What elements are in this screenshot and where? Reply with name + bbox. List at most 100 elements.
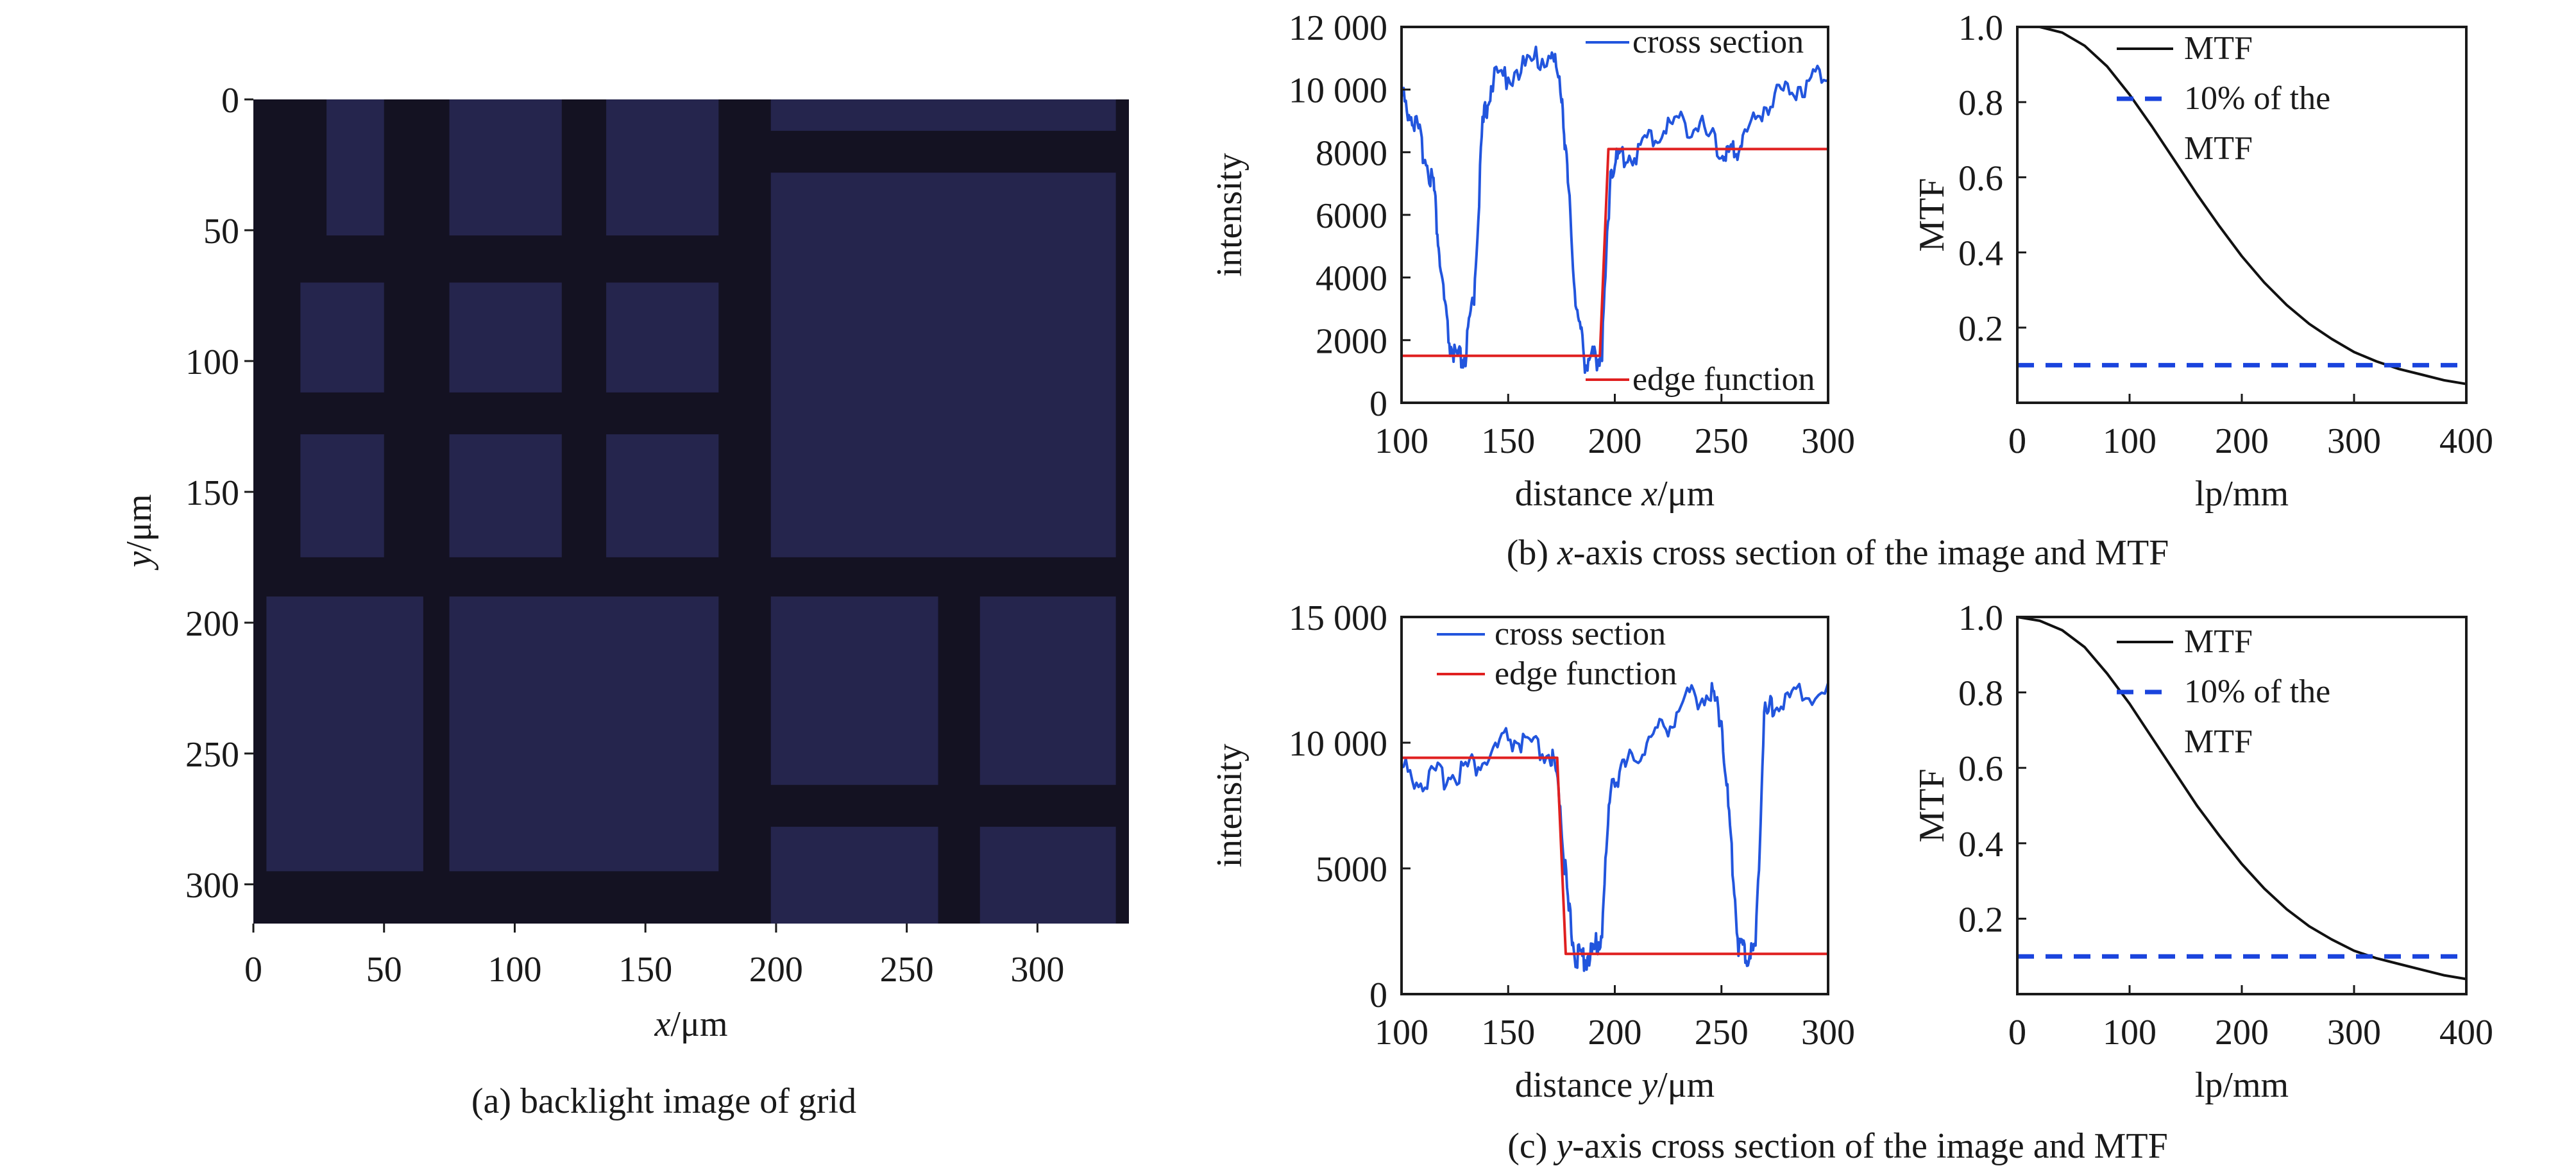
y-tick-label: 0.6 — [1958, 158, 2003, 198]
y-tick-label: 5000 — [1316, 850, 1387, 890]
x-axis-label: distance y/μm — [1515, 1065, 1715, 1105]
y-tick-label: 10 000 — [1289, 71, 1387, 111]
x-tick-label: 100 — [2103, 421, 2157, 461]
grid-cell — [266, 596, 423, 872]
x-tick-label: 400 — [2439, 1013, 2493, 1052]
y-axis-label: MTF — [1912, 178, 1952, 251]
x-tick-label: 200 — [1588, 1013, 1642, 1052]
x-axis-label-prefix: distance — [1515, 474, 1641, 514]
y-tick-label: 50 — [203, 212, 239, 251]
grid-cell — [979, 596, 1116, 785]
y-tick-label: 10 000 — [1289, 724, 1387, 764]
x-tick-label: 300 — [1801, 1013, 1855, 1052]
grid-cell — [326, 99, 384, 236]
y-axis-label-var: y — [119, 552, 159, 571]
series-cross-section-line — [1400, 682, 1829, 972]
grid-cell — [770, 596, 938, 785]
x-axis-label: distance x/μm — [1515, 474, 1715, 514]
series-edge-function-line — [1402, 756, 1828, 956]
panel-c-mtf-chart: 0 100 200 300 4000.20.40.60.81.00lp/mmMTFMTF… — [1912, 598, 2493, 1105]
legend-label: edge function — [1495, 655, 1677, 692]
x-axis-label-unit: /μm — [1657, 474, 1715, 514]
y-tick-label: 0.2 — [1958, 900, 2003, 940]
x-tick-label: 200 — [749, 950, 803, 990]
y-axis-label-unit: /μm — [119, 494, 159, 552]
y-tick-label: 0.8 — [1958, 83, 2003, 123]
x-tick-label: 300 — [2327, 1013, 2381, 1052]
x-axis-label-var: x — [654, 1004, 671, 1044]
x-tick-label: 100 — [1375, 421, 1428, 461]
x-tick-label: 100 — [487, 950, 541, 990]
y-tick-label: 8000 — [1316, 133, 1387, 173]
y-tick-label: 12 000 — [1289, 8, 1387, 48]
x-tick-label: 0 — [2008, 1013, 2026, 1052]
x-tick-label: 400 — [2439, 421, 2493, 461]
grid-cell — [770, 173, 1116, 557]
x-tick-label: 250 — [1695, 421, 1749, 461]
x-tick-label: 50 — [366, 950, 402, 990]
y-axis-label: y/μm — [119, 494, 159, 571]
y-tick-label: 1.0 — [1958, 8, 2003, 48]
grid-cell — [449, 434, 562, 557]
x-axis-label-unit: /μm — [1657, 1065, 1715, 1105]
grid-cell — [606, 282, 719, 393]
grid-cell — [300, 282, 384, 393]
caption-c: (c) y-axis cross section of the image an… — [1507, 1126, 2167, 1166]
y-axis-label: MTF — [1912, 768, 1952, 842]
legend-label: MTF — [2184, 623, 2253, 660]
x-tick-label: 150 — [618, 950, 672, 990]
grid-cell — [606, 99, 719, 236]
y-tick-label: 0.8 — [1958, 674, 2003, 714]
series-mtf-line — [2017, 616, 2467, 981]
y-tick-label: 100 — [185, 342, 239, 382]
panel-b-cross-section-chart: 100 150 200 250 300 0 2000 4000 6000 8000 10 000 12… — [1210, 8, 1855, 514]
y-tick-label: 0 — [1369, 976, 1387, 1015]
caption-a: (a) backlight image of grid — [471, 1081, 856, 1121]
grid-cell — [449, 99, 562, 236]
y-tick-label: 0.6 — [1958, 749, 2003, 789]
grid-cell — [606, 434, 719, 557]
legend-label: MTF — [2184, 30, 2253, 67]
y-tick-label: 150 — [185, 473, 239, 513]
x-tick-label: 0 — [244, 950, 262, 990]
grid-cell — [449, 596, 719, 872]
x-axis-label-var: y — [1638, 1065, 1657, 1105]
series-edge-function-line — [1402, 148, 1828, 357]
legend-label: cross section — [1495, 616, 1666, 652]
legend-label: edge function — [1632, 361, 1815, 398]
panel-a-backlight-image: 0 50 100 150 200 250 300 0 50 100 150 200 250 300 x/μm… — [119, 81, 1129, 1044]
x-tick-label: 0 — [2008, 421, 2026, 461]
y-tick-label: 250 — [185, 735, 239, 775]
grid-cell — [979, 827, 1116, 924]
y-tick-label: 15 000 — [1289, 598, 1387, 638]
x-axis-label: lp/mm — [2195, 474, 2289, 514]
y-tick-label: 0 — [221, 81, 239, 121]
grid-cell — [449, 282, 562, 393]
x-axis-label: lp/mm — [2195, 1065, 2289, 1105]
y-tick-label: 2000 — [1316, 321, 1387, 361]
x-tick-label: 200 — [2215, 421, 2269, 461]
x-tick-label: 250 — [880, 950, 934, 990]
x-tick-label: 300 — [1801, 421, 1855, 461]
y-tick-label: 0 — [1369, 384, 1387, 424]
x-tick-label: 200 — [1588, 421, 1642, 461]
legend-label: cross section — [1632, 24, 1804, 60]
x-tick-label: 150 — [1481, 421, 1535, 461]
x-tick-label: 0 — [2008, 1013, 2026, 1052]
x-tick-label: 250 — [1695, 1013, 1749, 1052]
x-tick-label: 100 — [2103, 1013, 2157, 1052]
grid-cell — [770, 99, 1116, 131]
x-axis-label: x/μm — [654, 1004, 728, 1044]
y-axis-label: intensity — [1210, 153, 1250, 277]
y-tick-label: 1.0 — [1958, 598, 2003, 638]
y-tick-label: 0.4 — [1958, 825, 2003, 865]
y-tick-label: 300 — [185, 866, 239, 906]
y-tick-label: 6000 — [1316, 196, 1387, 236]
x-tick-label: 100 — [1375, 1013, 1428, 1052]
y-axis-label: intensity — [1210, 744, 1250, 868]
x-axis-label-unit: /μm — [670, 1004, 727, 1044]
legend-label: MTF — [2184, 130, 2253, 167]
series-cross-section-line — [1400, 46, 1829, 374]
panel-b-mtf-chart: 0 100 200 300 4000.20.40.60.81.00lp/mmMTFMTF… — [1912, 8, 2493, 514]
